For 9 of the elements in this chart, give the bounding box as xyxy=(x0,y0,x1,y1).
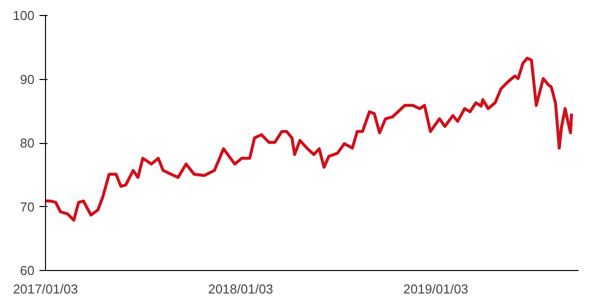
y-tick-label: 60 xyxy=(20,263,35,278)
x-tick-label: 2019/01/03 xyxy=(403,282,468,296)
x-tick-label: 2017/01/03 xyxy=(12,282,78,296)
line-series xyxy=(46,56,574,222)
y-tick-label: 90 xyxy=(20,72,35,87)
y-tick-label: 100 xyxy=(12,8,35,23)
y-tick-label: 80 xyxy=(20,136,35,150)
x-tick-label: 2018/01/03 xyxy=(208,282,274,296)
y-tick-label: 70 xyxy=(20,199,35,214)
